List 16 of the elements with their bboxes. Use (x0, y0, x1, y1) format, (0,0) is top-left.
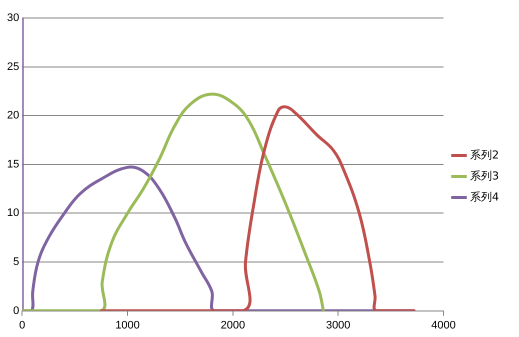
line-series (22, 92, 325, 311)
y-tick-label: 20 (6, 110, 20, 122)
x-tick-label: 2000 (220, 319, 246, 332)
y-tick-label: 15 (6, 158, 20, 170)
y-tick-label: 0 (13, 304, 20, 317)
y-tick-label: 25 (6, 60, 20, 73)
legend-label: 系列4 (470, 190, 499, 204)
legend-label: 系列2 (470, 148, 499, 162)
x-tick-label: 4000 (431, 319, 456, 332)
x-tick-label: 3000 (326, 319, 350, 332)
y-tick-label: 5 (13, 256, 20, 268)
y-tick-label: 30 (6, 12, 20, 24)
legend-label: 系列3 (470, 169, 499, 182)
x-tick-label: 1000 (115, 319, 140, 332)
line-series (100, 105, 416, 311)
y-tick-label: 10 (6, 207, 20, 220)
